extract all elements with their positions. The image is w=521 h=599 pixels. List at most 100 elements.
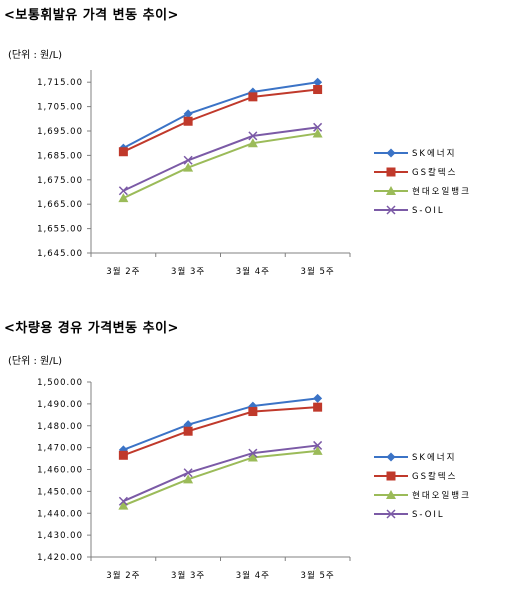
chart-1-y-tick-label: 1,695.00 [37, 127, 83, 137]
chart-2-legend-marker [386, 509, 396, 519]
chart-2-data-point [183, 426, 193, 436]
chart-2-title: <차량용 경유 가격변동 추이> [4, 321, 179, 336]
chart-1-series-line [122, 81, 318, 149]
chart-2-y-tick-label: 1,490.00 [37, 400, 83, 410]
chart-1-series-3 [118, 128, 323, 203]
chart-1-data-point [183, 162, 194, 172]
chart-2-data-point [313, 440, 323, 450]
chart-2-unit-label: (단위 : 원/L) [8, 354, 62, 367]
chart-2-data-point [248, 407, 258, 417]
chart-2-x-tick-label: 3월 4주 [236, 570, 270, 581]
chart-1-legend-marker [386, 148, 396, 158]
chart-1-legend-item: SK에너지 [374, 148, 456, 159]
chart-2-legend-item: GS칼텍스 [374, 471, 457, 482]
chart-2-series-4 [118, 440, 323, 506]
chart-1-y-tick-label: 1,715.00 [37, 78, 83, 88]
chart-1-legend-label: S-OIL [412, 206, 445, 216]
chart-2-x-tick-label: 3월 3주 [171, 570, 205, 581]
chart-2-y-tick-label: 1,460.00 [37, 466, 83, 476]
chart-2-data-point [118, 500, 129, 510]
chart-1-legend-label: 현대오일뱅크 [412, 186, 471, 197]
chart-1-data-point [248, 92, 258, 102]
chart-1-plot-area: 1,715.00 1,705.00 1,695.00 1,685.00 1,675.00… [37, 70, 351, 277]
chart-1-y-tick-label: 1,645.00 [37, 249, 83, 259]
chart-1-series-line [122, 132, 318, 200]
chart-2-data-point [118, 450, 128, 460]
chart-1-legend-item: S-OIL [374, 205, 445, 216]
chart-1-legend-label: GS칼텍스 [412, 167, 457, 178]
chart-2-legend-label: 현대오일뱅크 [412, 490, 471, 501]
chart-2-y-tick-label: 1,430.00 [37, 531, 83, 541]
chart-2-x-tick-label: 3월 2주 [106, 570, 140, 581]
chart-2-legend-item: S-OIL [374, 509, 445, 520]
chart-1-data-point [312, 128, 323, 138]
chart-1-data-point [313, 85, 323, 95]
chart-2-series-line [123, 397, 318, 451]
chart-2-y-tick-label: 1,420.00 [37, 553, 83, 563]
chart-2-series-2 [118, 402, 323, 460]
chart-1-series-4 [118, 122, 323, 196]
chart-2-legend-marker [386, 452, 396, 462]
chart-1-legend-item: 현대오일뱅크 [374, 186, 471, 197]
chart-1-data-point [313, 122, 323, 132]
chart-2-data-point [313, 393, 323, 403]
chart-1-data-point [247, 138, 258, 148]
chart-2-series-line [122, 449, 318, 507]
chart-2-y-tick-label: 1,480.00 [37, 422, 83, 432]
chart-1-title: <보통휘발유 가격 변동 추이> [4, 8, 179, 23]
chart-2-series-line [123, 406, 318, 457]
chart-2-y-tick-label: 1,500.00 [37, 378, 83, 388]
chart-2-data-point [248, 448, 258, 458]
chart-2-data-point [183, 468, 193, 478]
chart-1-data-point [313, 77, 323, 87]
chart-1-series-line [122, 126, 318, 192]
chart-1-y-tick-label: 1,705.00 [37, 103, 83, 113]
chart-1-series-1 [118, 77, 323, 153]
chart-2-y-tick-label: 1,450.00 [37, 487, 83, 497]
chart-1-data-point [118, 147, 128, 157]
chart-1-legend-marker [386, 186, 396, 195]
chart-1-unit-label: (단위 : 원/L) [8, 48, 62, 61]
chart-1-y-tick-label: 1,665.00 [37, 200, 83, 210]
chart-1-x-tick-label: 3월 2주 [106, 266, 140, 277]
chart-1-series-line [122, 88, 318, 153]
chart-2-y-tick-label: 1,440.00 [37, 509, 83, 519]
chart-1-data-point [118, 193, 129, 203]
chart-2-diesel: (단위 : 원/L) 1,500.00 1,490.00 1,480.00 1,470.… [8, 354, 471, 581]
chart-1-data-point [118, 186, 128, 196]
chart-1-y-tick-label: 1,675.00 [37, 176, 83, 186]
chart-1-data-point [183, 109, 193, 119]
chart-2-legend-item: 현대오일뱅크 [374, 490, 471, 501]
chart-2-legend-marker [386, 471, 396, 481]
chart-1-x-tick-label: 3월 5주 [301, 266, 335, 277]
chart-2-x-tick-label: 3월 5주 [301, 570, 335, 581]
chart-2-data-point [313, 402, 323, 412]
chart-2-legend-label: S-OIL [412, 510, 445, 520]
chart-1-data-point [183, 116, 193, 126]
chart-2-data-point [312, 445, 323, 455]
chart-1-legend-label: SK에너지 [412, 148, 456, 159]
chart-2-legend-item: SK에너지 [374, 452, 456, 463]
chart-2-y-tick-label: 1,470.00 [37, 444, 83, 454]
chart-1-series-2 [118, 85, 323, 157]
chart-2-legend-label: GS칼텍스 [412, 471, 457, 482]
chart-2-data-point [247, 452, 258, 462]
chart-1-legend-item: GS칼텍스 [374, 167, 457, 178]
chart-1-gasoline: (단위 : 원/L) 1,715.00 1,705.00 1,695.00 1,685.… [8, 48, 471, 277]
chart-2-legend-marker [386, 490, 396, 499]
chart-1-legend-marker [386, 205, 396, 215]
chart-2-plot-area: 1,500.00 1,490.00 1,480.00 1,470.00 1,460.00… [37, 378, 351, 581]
chart-2-series-3 [118, 445, 323, 510]
chart-1-data-point [183, 155, 193, 165]
chart-2-data-point [183, 474, 194, 484]
chart-1-data-point [248, 131, 258, 141]
chart-2-series-line [122, 444, 318, 503]
chart-1-y-tick-label: 1,655.00 [37, 225, 83, 235]
chart-2-data-point [118, 496, 128, 506]
chart-1-x-tick-label: 3월 3주 [171, 266, 205, 277]
chart-2-legend-label: SK에너지 [412, 452, 456, 463]
chart-1-x-tick-label: 3월 4주 [236, 266, 270, 277]
chart-1-y-tick-label: 1,685.00 [37, 151, 83, 161]
